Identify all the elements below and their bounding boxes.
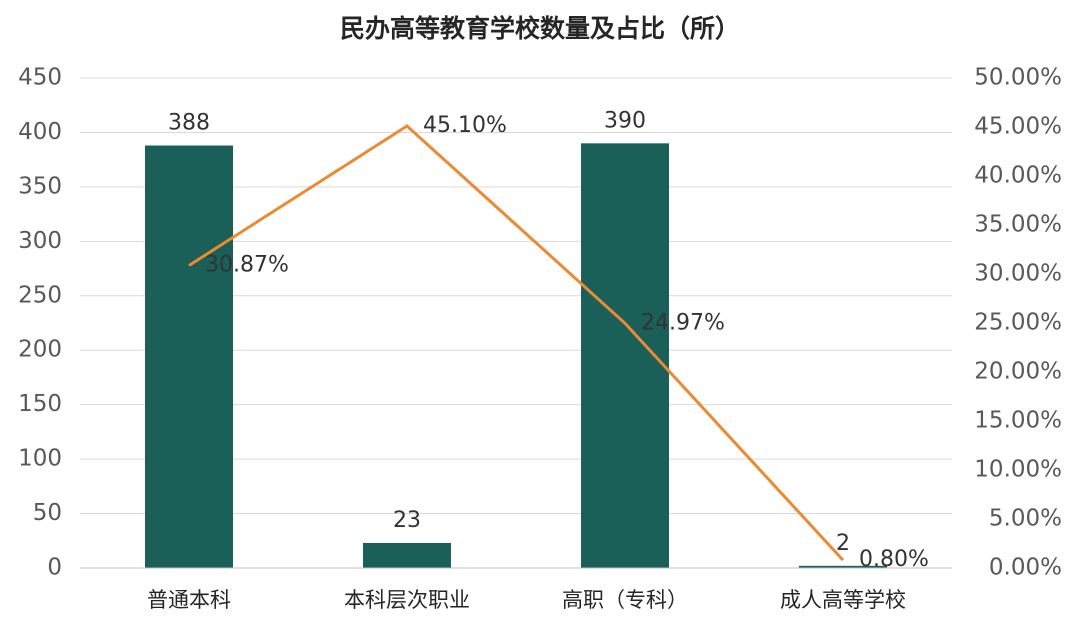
bar-value-label: 2 xyxy=(836,531,850,556)
y-tick-label: 50 xyxy=(33,500,62,526)
chart-title: 民办高等教育学校数量及占比（所） xyxy=(340,14,740,43)
y2-tick-label: 0.00% xyxy=(989,555,1062,581)
y2-tick-label: 45.00% xyxy=(974,114,1062,140)
y-tick-label: 250 xyxy=(18,282,62,308)
y2-tick-label: 10.00% xyxy=(974,457,1062,483)
bar-value-label: 390 xyxy=(604,108,646,133)
bar xyxy=(145,145,233,568)
x-tick-label: 本科层次职业 xyxy=(344,588,470,612)
bar-value-label: 388 xyxy=(168,111,210,136)
y2-tick-label: 20.00% xyxy=(974,359,1062,385)
y2-tick-label: 15.00% xyxy=(974,408,1062,434)
line-value-label: 45.10% xyxy=(423,113,507,138)
line xyxy=(188,124,845,562)
line-value-label: 24.97% xyxy=(641,310,725,335)
x-tick-label: 普通本科 xyxy=(147,588,231,612)
y-tick-label: 150 xyxy=(18,391,62,417)
y-tick-label: 300 xyxy=(18,228,62,254)
bar xyxy=(799,565,887,568)
y-tick-label: 350 xyxy=(18,173,62,199)
y2-tick-label: 5.00% xyxy=(989,506,1062,532)
y-tick-label: 100 xyxy=(18,446,62,472)
bar xyxy=(363,542,451,568)
y-tick-label: 0 xyxy=(47,555,62,581)
y-tick-label: 200 xyxy=(18,337,62,363)
y-tick-label: 400 xyxy=(18,119,62,145)
y2-tick-label: 30.00% xyxy=(974,261,1062,287)
x-tick-label: 高职（专科） xyxy=(562,588,688,612)
y2-tick-label: 40.00% xyxy=(974,163,1062,189)
line-value-label: 30.87% xyxy=(205,252,289,277)
y2-tick-label: 25.00% xyxy=(974,310,1062,336)
bar-value-label: 23 xyxy=(393,508,421,533)
x-tick-label: 成人高等学校 xyxy=(780,588,906,612)
y2-tick-label: 50.00% xyxy=(974,65,1062,91)
y2-tick-label: 35.00% xyxy=(974,212,1062,238)
y-tick-label: 450 xyxy=(18,65,62,91)
